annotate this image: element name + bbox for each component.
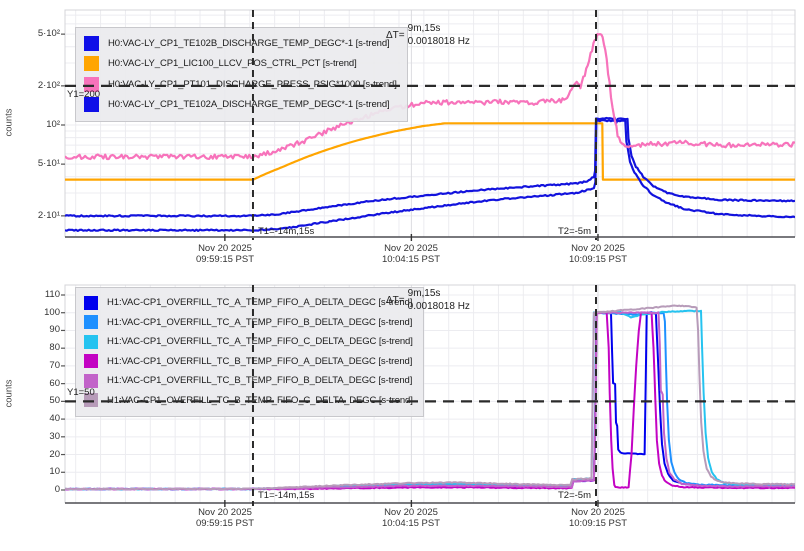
legend-color-swatch [84,334,98,349]
legend-color-swatch [84,97,99,113]
legend-label: H0:VAC-LY_CP1_PT101_DISCHARGE_PRESS_PSIG… [108,78,397,90]
legend-label: H0:VAC-LY_CP1_LIC100_LLCV_POS_CTRL_PCT [… [108,58,357,70]
plot-border [64,9,796,237]
legend-item[interactable]: H1:VAC-CP1_OVERFILL_TC_A_TEMP_FIFO_B_DEL… [84,313,413,333]
legend-label: H1:VAC-CP1_OVERFILL_TC_A_TEMP_FIFO_A_DEL… [107,297,413,309]
legend-color-swatch [84,76,99,92]
legend-color-swatch [84,354,98,369]
legend-item[interactable]: H0:VAC-LY_CP1_LIC100_LLCV_POS_CTRL_PCT [… [84,54,397,75]
legend-label: H0:VAC-LY_CP1_TE102B_DISCHARGE_TEMP_DEGC… [108,37,390,49]
series-TC_B_FIFO_C_DELTA [65,304,795,491]
legend-item[interactable]: H1:VAC-CP1_OVERFILL_TC_B_TEMP_FIFO_B_DEL… [84,371,413,391]
series-TE102A_DISCHARGE_TEMP [65,118,795,232]
plot-border [64,284,796,503]
legend-item[interactable]: H1:VAC-CP1_OVERFILL_TC_A_TEMP_FIFO_C_DEL… [84,332,413,352]
legend-color-swatch [84,35,99,51]
legend-color-swatch [84,315,98,330]
legend-color-swatch [84,56,99,72]
legend-label: H1:VAC-CP1_OVERFILL_TC_B_TEMP_FIFO_C_DEL… [107,394,413,406]
bottom-legend: H1:VAC-CP1_OVERFILL_TC_A_TEMP_FIFO_A_DEL… [75,287,424,417]
top-legend: H0:VAC-LY_CP1_TE102B_DISCHARGE_TEMP_DEGC… [75,27,408,122]
legend-label: H1:VAC-CP1_OVERFILL_TC_A_TEMP_FIFO_B_DEL… [107,316,413,328]
legend-label: H0:VAC-LY_CP1_TE102A_DISCHARGE_TEMP_DEGC… [108,99,390,111]
legend-label: H1:VAC-CP1_OVERFILL_TC_B_TEMP_FIFO_B_DEL… [107,375,413,387]
legend-color-swatch [84,373,98,388]
legend-item[interactable]: H1:VAC-CP1_OVERFILL_TC_B_TEMP_FIFO_C_DEL… [84,391,413,411]
legend-item[interactable]: H0:VAC-LY_CP1_TE102A_DISCHARGE_TEMP_DEGC… [84,95,397,116]
legend-color-swatch [84,295,98,310]
legend-item[interactable]: H0:VAC-LY_CP1_PT101_DISCHARGE_PRESS_PSIG… [84,74,397,95]
series-LIC100_LLCV_POS_CTRL_PCT [65,122,795,181]
series-PT101_DISCHARGE_PRESS [65,33,795,161]
legend-item[interactable]: H1:VAC-CP1_OVERFILL_TC_B_TEMP_FIFO_A_DEL… [84,352,413,372]
legend-item[interactable]: H0:VAC-LY_CP1_TE102B_DISCHARGE_TEMP_DEGC… [84,33,397,54]
series-group [65,304,795,491]
series-group [65,33,795,232]
legend-color-swatch [84,393,98,408]
legend-item[interactable]: H1:VAC-CP1_OVERFILL_TC_A_TEMP_FIFO_A_DEL… [84,293,413,313]
legend-label: H1:VAC-CP1_OVERFILL_TC_B_TEMP_FIFO_A_DEL… [107,355,413,367]
legend-label: H1:VAC-CP1_OVERFILL_TC_A_TEMP_FIFO_C_DEL… [107,336,413,348]
series-TE102B_DISCHARGE_TEMP [65,116,795,218]
